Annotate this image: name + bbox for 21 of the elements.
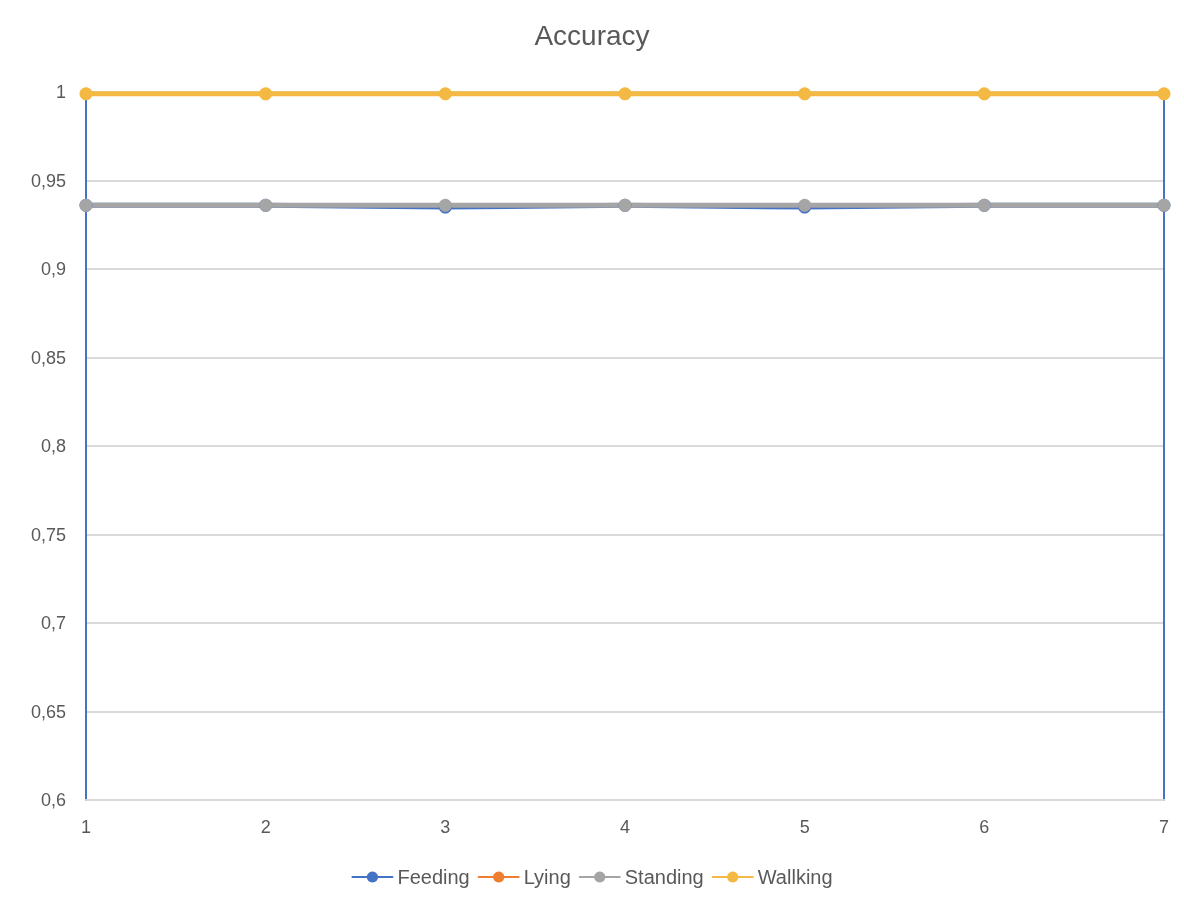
legend-label: Standing <box>624 866 704 888</box>
x-tick-label: 5 <box>799 817 810 837</box>
legend-label: Wallking <box>757 866 833 888</box>
chart-title: Accuracy <box>534 19 650 51</box>
y-tick-label: 0,75 <box>30 524 66 545</box>
x-tick-label: 7 <box>1158 817 1170 837</box>
y-tick-label: 0,8 <box>40 436 66 456</box>
y-tick-label: 1 <box>55 82 66 102</box>
x-tick-label: 2 <box>260 817 271 837</box>
y-tick-label: 0,7 <box>40 613 66 633</box>
x-tick-label: 4 <box>619 817 631 837</box>
y-tick-label: 0,9 <box>40 259 66 279</box>
x-tick-label: 3 <box>440 817 451 837</box>
x-tick-label: 6 <box>979 817 990 837</box>
x-tick-label: 1 <box>80 817 92 837</box>
y-tick-label: 0,85 <box>30 347 66 368</box>
y-tick-label: 0,95 <box>30 170 66 191</box>
legend-label: Lying <box>523 866 571 888</box>
y-tick-label: 0,65 <box>30 701 66 722</box>
y-tick-label: 0,6 <box>40 790 66 810</box>
legend-label: Feeding <box>397 866 470 888</box>
